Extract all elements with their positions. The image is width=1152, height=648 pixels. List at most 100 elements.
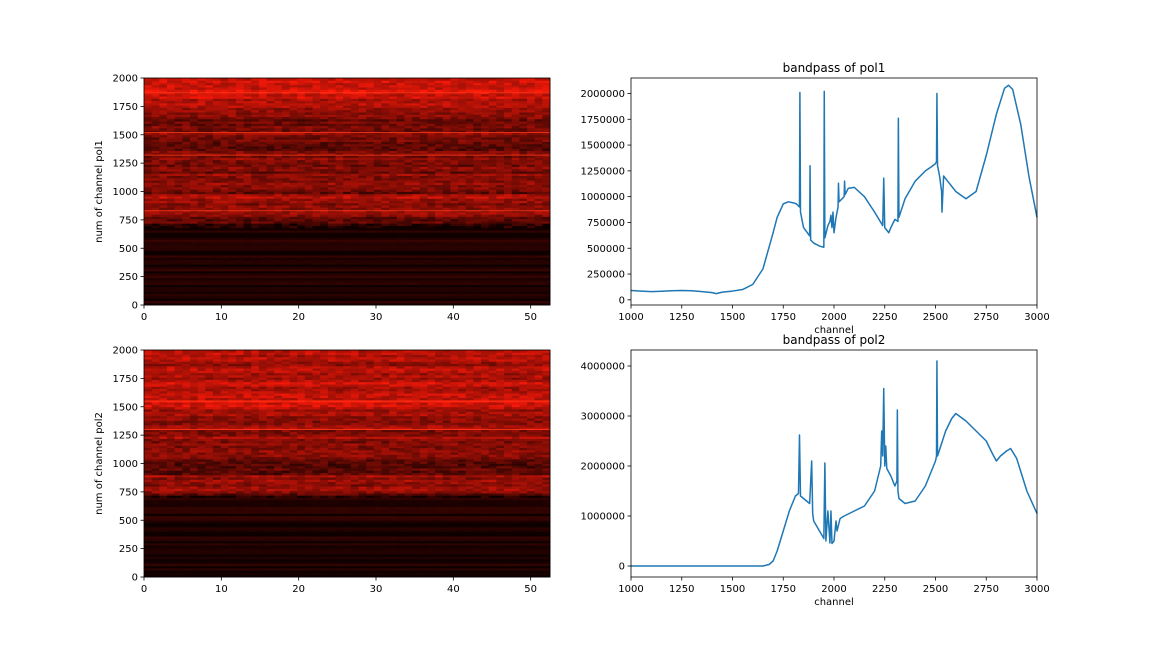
heatmap-cell xyxy=(473,225,482,229)
heatmap-cell xyxy=(174,186,183,190)
heatmap-cell xyxy=(481,152,490,156)
heatmap-cell xyxy=(174,298,183,301)
heatmap-cell xyxy=(473,275,482,279)
heatmap-cell xyxy=(396,227,405,231)
heatmap-cell xyxy=(274,293,283,297)
heatmap-cell xyxy=(205,171,214,174)
heatmap-cell xyxy=(473,173,482,177)
heatmap-cell xyxy=(197,198,206,201)
heatmap-cell xyxy=(465,168,474,172)
heatmap-cell xyxy=(427,257,436,260)
heatmap-cell xyxy=(473,245,482,249)
heatmap-cell xyxy=(366,171,375,174)
heatmap-cell xyxy=(527,266,536,270)
heatmap-cell xyxy=(427,280,436,283)
heatmap-cell xyxy=(304,221,313,224)
heatmap-cell xyxy=(212,223,221,226)
heatmap-cell xyxy=(166,216,176,220)
heatmap-cell xyxy=(412,196,421,199)
heatmap-cell xyxy=(442,280,451,283)
heatmap-cell xyxy=(442,127,451,131)
heatmap-cell xyxy=(373,248,382,251)
heatmap-cell xyxy=(473,193,482,197)
heatmap-cell xyxy=(343,161,352,165)
heatmap-cell xyxy=(488,270,497,274)
heatmap-cell xyxy=(412,221,421,224)
heatmap-cell xyxy=(327,127,336,131)
heatmap-cell xyxy=(412,107,421,111)
heatmap-cell xyxy=(189,286,199,290)
heatmap-cell xyxy=(281,211,290,215)
heatmap-cell xyxy=(534,245,543,249)
heatmap-cell xyxy=(144,239,153,242)
heatmap-cell xyxy=(220,277,229,281)
heatmap-cell xyxy=(450,286,459,290)
heatmap-cell xyxy=(435,298,444,301)
heatmap-cell xyxy=(519,266,528,270)
heatmap-cell xyxy=(312,121,321,124)
heatmap-cell xyxy=(381,171,390,174)
heatmap-cell xyxy=(419,243,428,247)
heatmap-cell xyxy=(327,291,336,295)
heatmap-cell xyxy=(335,205,344,208)
heatmap-cell xyxy=(243,241,252,245)
heatmap-cell xyxy=(281,255,290,258)
heatmap-cell xyxy=(159,295,168,299)
heatmap-cell xyxy=(496,159,505,163)
heatmap-cell xyxy=(297,116,306,120)
heatmap-cell xyxy=(496,123,505,127)
heatmap-cell xyxy=(373,261,382,265)
heatmap-cell xyxy=(396,182,405,186)
heatmap-cell xyxy=(542,127,551,131)
heatmap-cell xyxy=(327,227,336,231)
heatmap-cell xyxy=(373,282,382,285)
heatmap-cell xyxy=(496,250,505,254)
heatmap-cell xyxy=(381,116,390,120)
heatmap-cell xyxy=(281,193,290,197)
heatmap-cell xyxy=(243,289,252,292)
heatmap-cell xyxy=(458,193,467,197)
heatmap-cell xyxy=(159,261,168,265)
heatmap-cell xyxy=(450,141,459,145)
heatmap-cell xyxy=(220,139,229,142)
heatmap-cell xyxy=(542,277,551,281)
heatmap-cell xyxy=(274,286,283,290)
heatmap-cell xyxy=(511,157,520,161)
heatmap-cell xyxy=(312,202,321,206)
heatmap-cell xyxy=(159,239,168,242)
heatmap-cell xyxy=(358,207,367,211)
heatmap-cell xyxy=(412,112,421,115)
heatmap-cell xyxy=(289,250,298,254)
heatmap-cell xyxy=(488,286,497,290)
heatmap-cell xyxy=(320,211,329,215)
heatmap-cell xyxy=(258,148,267,152)
heatmap-cell xyxy=(350,186,359,190)
heatmap-cell xyxy=(412,93,421,97)
heatmap-cell xyxy=(373,109,382,113)
heatmap-cell xyxy=(450,236,459,240)
heatmap-cell xyxy=(343,143,352,147)
heatmap-cell xyxy=(450,118,459,122)
heatmap-cell xyxy=(197,177,206,181)
heatmap-cell xyxy=(450,277,459,281)
heatmap-cell xyxy=(258,232,267,236)
heatmap-cell xyxy=(412,143,421,147)
heatmap-cell xyxy=(481,166,490,170)
heatmap-cell xyxy=(396,216,405,220)
heatmap-cell xyxy=(281,148,290,152)
heatmap-cell xyxy=(212,250,221,254)
heatmap-cell xyxy=(274,189,283,192)
heatmap-cell xyxy=(542,96,551,99)
heatmap-cell xyxy=(527,125,536,129)
heatmap-cell xyxy=(335,105,344,108)
heatmap-cell xyxy=(435,218,444,222)
heatmap-cell xyxy=(235,250,244,254)
heatmap-cell xyxy=(235,218,244,222)
heatmap-cell xyxy=(419,155,428,158)
heatmap-cell xyxy=(228,148,237,152)
heatmap-cell xyxy=(419,257,428,260)
heatmap-cell xyxy=(511,159,520,163)
heatmap-cell xyxy=(212,225,221,229)
heatmap-cell xyxy=(235,171,244,174)
heatmap-cell xyxy=(381,268,390,272)
